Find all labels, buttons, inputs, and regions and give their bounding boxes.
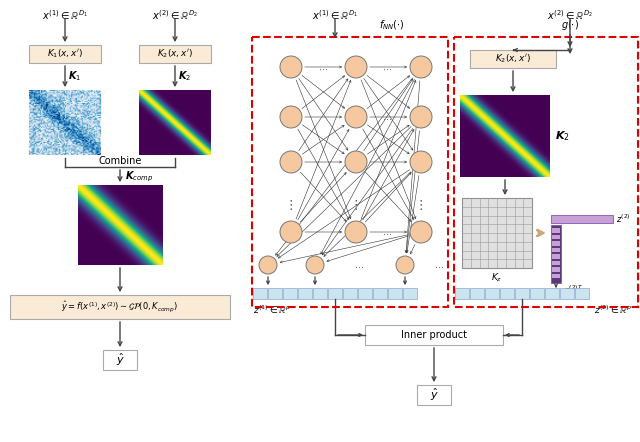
FancyBboxPatch shape	[253, 288, 267, 299]
Text: Inner product: Inner product	[401, 330, 467, 340]
Text: $z^{(2)} \in \mathbb{R}^p$: $z^{(2)} \in \mathbb{R}^p$	[594, 304, 632, 316]
FancyBboxPatch shape	[530, 288, 544, 299]
Text: $\boldsymbol{K}_2$: $\boldsymbol{K}_2$	[555, 129, 570, 143]
Text: $\hat{y}$: $\hat{y}$	[115, 352, 125, 368]
Text: Combine: Combine	[99, 156, 141, 166]
FancyBboxPatch shape	[283, 288, 297, 299]
Text: $K_2(x, x^\prime)$: $K_2(x, x^\prime)$	[495, 53, 531, 65]
Circle shape	[396, 256, 414, 274]
Text: $x^{(1)} \in \mathbb{R}^{D_1}$: $x^{(1)} \in \mathbb{R}^{D_1}$	[42, 8, 88, 22]
FancyBboxPatch shape	[552, 248, 560, 252]
Text: ...: ...	[383, 62, 392, 72]
Text: ⋮: ⋮	[285, 198, 297, 212]
Text: ⋮: ⋮	[349, 198, 362, 212]
Text: ...: ...	[355, 260, 365, 270]
Circle shape	[306, 256, 324, 274]
Circle shape	[345, 151, 367, 173]
FancyBboxPatch shape	[485, 288, 499, 299]
FancyBboxPatch shape	[328, 288, 342, 299]
FancyBboxPatch shape	[552, 254, 560, 259]
FancyBboxPatch shape	[462, 198, 532, 268]
Text: $\boldsymbol{K}_{comp}$: $\boldsymbol{K}_{comp}$	[125, 170, 153, 184]
Circle shape	[280, 106, 302, 128]
FancyBboxPatch shape	[388, 288, 402, 299]
FancyBboxPatch shape	[313, 288, 327, 299]
Text: ...: ...	[383, 112, 392, 122]
FancyBboxPatch shape	[403, 288, 417, 299]
FancyBboxPatch shape	[575, 288, 589, 299]
FancyBboxPatch shape	[268, 288, 282, 299]
Circle shape	[345, 221, 367, 243]
FancyBboxPatch shape	[470, 50, 556, 68]
FancyBboxPatch shape	[298, 288, 312, 299]
Circle shape	[345, 56, 367, 78]
FancyBboxPatch shape	[103, 350, 137, 370]
Text: $g(\cdot)$: $g(\cdot)$	[561, 18, 579, 32]
Text: $x^{(2)} \in \mathbb{R}^{D_2}$: $x^{(2)} \in \mathbb{R}^{D_2}$	[152, 8, 198, 22]
Text: $\boldsymbol{K}_2$: $\boldsymbol{K}_2$	[178, 69, 191, 83]
Text: $x^{(1)} \in \mathbb{R}^{D_1}$: $x^{(1)} \in \mathbb{R}^{D_1}$	[312, 8, 358, 22]
Circle shape	[410, 56, 432, 78]
Circle shape	[280, 221, 302, 243]
Text: $\boldsymbol{K}_1$: $\boldsymbol{K}_1$	[68, 69, 81, 83]
FancyBboxPatch shape	[343, 288, 357, 299]
Circle shape	[410, 106, 432, 128]
FancyBboxPatch shape	[552, 267, 560, 271]
FancyBboxPatch shape	[560, 288, 574, 299]
Text: $z^{(2)}$: $z^{(2)}$	[616, 213, 630, 225]
Circle shape	[410, 221, 432, 243]
Text: ...: ...	[435, 260, 445, 270]
Text: ...: ...	[319, 62, 328, 72]
FancyBboxPatch shape	[515, 288, 529, 299]
Text: $K_1(x, x^\prime)$: $K_1(x, x^\prime)$	[47, 48, 83, 60]
Circle shape	[345, 106, 367, 128]
Circle shape	[280, 151, 302, 173]
FancyBboxPatch shape	[552, 241, 560, 245]
FancyBboxPatch shape	[10, 295, 230, 319]
Circle shape	[259, 256, 277, 274]
FancyBboxPatch shape	[551, 215, 613, 223]
FancyBboxPatch shape	[417, 385, 451, 405]
Text: $K_z$: $K_z$	[492, 271, 502, 283]
FancyBboxPatch shape	[552, 228, 560, 232]
Text: $f_{NN}(\cdot)$: $f_{NN}(\cdot)$	[379, 18, 405, 32]
FancyBboxPatch shape	[455, 288, 469, 299]
FancyBboxPatch shape	[29, 45, 101, 63]
FancyBboxPatch shape	[552, 260, 560, 265]
Text: ⋮: ⋮	[415, 198, 428, 212]
Circle shape	[410, 151, 432, 173]
Text: $z^{(1)} \in \mathbb{R}^p$: $z^{(1)} \in \mathbb{R}^p$	[253, 304, 291, 316]
FancyBboxPatch shape	[500, 288, 514, 299]
FancyBboxPatch shape	[551, 225, 561, 283]
FancyBboxPatch shape	[552, 274, 560, 278]
FancyBboxPatch shape	[552, 235, 560, 239]
FancyBboxPatch shape	[470, 288, 484, 299]
Circle shape	[280, 56, 302, 78]
Text: $K_2(x, x^\prime)$: $K_2(x, x^\prime)$	[157, 48, 193, 60]
Text: ...: ...	[383, 227, 392, 237]
FancyBboxPatch shape	[139, 45, 211, 63]
Text: $x^{(2)} \in \mathbb{R}^{D_2}$: $x^{(2)} \in \mathbb{R}^{D_2}$	[547, 8, 593, 22]
Text: $\hat{y}=f(x^{(1)},x^{(2)})\sim\mathcal{GP}(0,K_{comp})$: $\hat{y}=f(x^{(1)},x^{(2)})\sim\mathcal{…	[61, 300, 179, 314]
Text: $\hat{y}$: $\hat{y}$	[429, 387, 438, 403]
FancyBboxPatch shape	[545, 288, 559, 299]
FancyBboxPatch shape	[365, 325, 503, 345]
Text: $z^{(2)T}$: $z^{(2)T}$	[564, 284, 583, 297]
FancyBboxPatch shape	[358, 288, 372, 299]
FancyBboxPatch shape	[373, 288, 387, 299]
